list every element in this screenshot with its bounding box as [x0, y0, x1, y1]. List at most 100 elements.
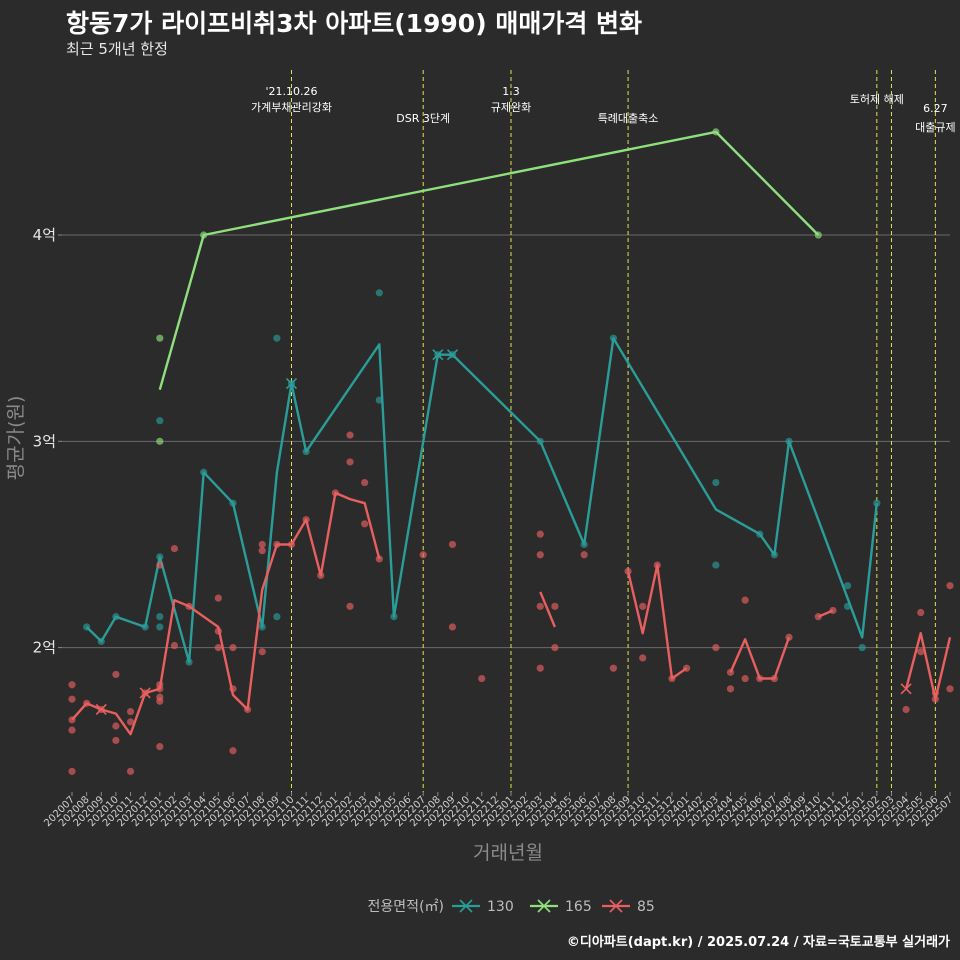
y-axis-title: 평균가(원)	[5, 396, 27, 481]
data-point	[917, 608, 925, 617]
data-point	[551, 644, 559, 652]
data-point	[229, 747, 237, 755]
data-point	[126, 718, 135, 726]
data-point	[917, 648, 925, 656]
policy-lines	[291, 70, 936, 792]
data-point	[112, 722, 120, 730]
x-axis-title: 거래년월	[473, 842, 543, 864]
data-point	[68, 695, 76, 703]
data-point	[346, 602, 354, 610]
data-point	[214, 594, 222, 602]
legend-key-cross	[609, 899, 623, 913]
series-line	[539, 591, 557, 628]
series-line	[158, 130, 820, 391]
data-point	[902, 705, 910, 714]
series-85	[68, 431, 954, 775]
series-line	[904, 632, 952, 701]
cross-marker	[139, 687, 151, 699]
policy-annotation-label: 규제완화	[491, 101, 531, 114]
legend: 전용면적(㎡) 130 165 85	[368, 899, 655, 915]
legend-label: 165	[565, 899, 592, 915]
data-point	[551, 602, 559, 610]
data-point	[112, 736, 120, 745]
series-130	[83, 289, 881, 666]
data-point	[639, 654, 647, 662]
y-tick-label: 3억	[33, 432, 56, 450]
y-tick-label: 4억	[33, 226, 56, 244]
cross-marker	[432, 349, 444, 361]
data-point	[536, 664, 544, 672]
data-point	[258, 547, 266, 555]
data-point	[273, 334, 281, 342]
data-point	[419, 551, 427, 559]
y-axis-ticks: 2억 3억 4억	[33, 226, 62, 657]
cross-marker	[95, 703, 107, 716]
series-line	[817, 609, 834, 618]
data-point	[946, 685, 954, 693]
series-165	[156, 128, 822, 445]
series-line	[729, 636, 791, 680]
data-point	[624, 567, 632, 575]
data-point	[536, 530, 544, 538]
data-point	[156, 334, 164, 342]
data-point	[375, 289, 383, 297]
series-line	[71, 491, 381, 736]
data-point	[712, 478, 720, 487]
data-point	[156, 743, 164, 751]
data-point	[946, 582, 954, 590]
data-point	[258, 648, 266, 656]
data-point	[258, 540, 266, 549]
data-point	[156, 561, 164, 569]
policy-annotation-label: 대출규제	[915, 121, 955, 134]
data-point	[361, 478, 369, 487]
data-point	[448, 623, 457, 631]
policy-annotation-label: 6.27	[923, 102, 948, 115]
legend-key-cross	[459, 899, 473, 913]
data-point	[68, 726, 76, 734]
data-point	[639, 602, 647, 610]
policy-annotation-label: 토허제 해제	[850, 92, 904, 106]
data-point	[536, 602, 544, 610]
data-point	[726, 685, 735, 693]
data-point	[536, 551, 544, 559]
policy-annotation-label: 1.3	[502, 85, 520, 98]
gridlines	[62, 234, 950, 649]
source-credit: ©디아파트(dapt.kr) / 2025.07.24 / 자료=국토교통부 실…	[566, 935, 950, 950]
x-axis-ticks: 2020072020082020092020102020112020122021…	[42, 792, 955, 829]
legend-label: 130	[487, 899, 514, 915]
y-tick-label: 2억	[33, 639, 56, 657]
data-point	[156, 697, 164, 705]
data-point	[448, 540, 457, 549]
data-point	[170, 544, 179, 553]
legend-key-cross	[537, 899, 551, 913]
data-point	[68, 681, 76, 689]
data-point	[741, 596, 749, 604]
data-point	[156, 613, 164, 621]
cross-marker	[285, 377, 298, 390]
data-point	[858, 644, 866, 652]
legend-title: 전용면적(㎡)	[368, 899, 444, 915]
data-point	[214, 644, 222, 652]
policy-annotation-label: DSR 3단계	[396, 112, 450, 125]
policy-annotation-label: '21.10.26	[265, 85, 317, 98]
data-point	[126, 767, 135, 775]
data-point	[580, 551, 588, 559]
policy-annotation-label: 가계부채관리강화	[251, 101, 332, 114]
data-point	[843, 582, 852, 590]
data-point	[156, 417, 164, 425]
data-point	[741, 674, 749, 683]
data-point	[712, 644, 720, 652]
data-point	[873, 499, 881, 507]
data-point	[609, 664, 618, 672]
data-point	[273, 613, 281, 621]
data-point	[126, 707, 135, 716]
data-point	[68, 767, 76, 775]
data-point	[170, 641, 179, 650]
data-point	[229, 644, 237, 652]
data-point	[112, 670, 120, 679]
data-point	[478, 674, 486, 683]
chart-subtitle: 최근 5개년 한정	[66, 40, 168, 58]
legend-label: 85	[637, 899, 655, 915]
